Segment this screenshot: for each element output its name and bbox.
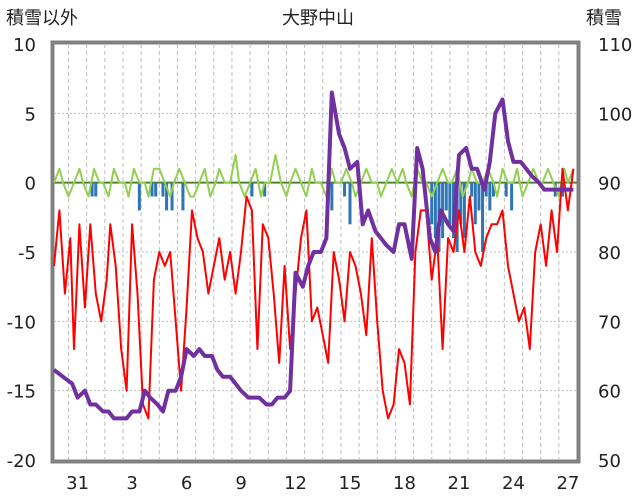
precipitation-bar [170, 182, 174, 211]
left-tick-label: 10 [13, 35, 36, 56]
left-tick-label: -15 [7, 382, 36, 403]
precipitation-bar [491, 182, 495, 197]
x-tick-label: 27 [556, 473, 579, 494]
x-tick-label: 24 [502, 473, 525, 494]
precipitation-bar [150, 182, 154, 197]
precipitation-bar [161, 182, 165, 197]
left-axis: 10 5 0 -5 -10 -15 -20 [7, 35, 36, 472]
x-tick-label: 12 [284, 473, 307, 494]
precipitation-bar [510, 182, 514, 211]
x-axis: 31 3 6 9 12 15 18 21 24 27 [66, 473, 579, 494]
x-tick-label: 21 [448, 473, 471, 494]
precipitation-bar [90, 182, 94, 197]
right-tick-label: 80 [598, 243, 621, 264]
right-tick-label: 60 [598, 382, 621, 403]
x-tick-label: 6 [181, 473, 192, 494]
left-tick-label: 0 [25, 174, 36, 195]
precipitation-bar [504, 182, 508, 197]
precipitation-bar [330, 182, 334, 211]
snow-depth-line [52, 90, 574, 421]
right-tick-label: 110 [598, 35, 632, 56]
left-axis-label: 積雪以外 [6, 8, 78, 29]
right-tick-label: 70 [598, 312, 621, 333]
precipitation-bar [263, 182, 267, 197]
precipitation-bar [250, 182, 254, 197]
right-tick-label: 50 [598, 451, 621, 472]
precipitation-bar [348, 182, 352, 225]
precipitation-bar [448, 182, 452, 225]
precipitation-bar [181, 182, 185, 211]
right-axis: 110 100 90 80 70 60 50 [598, 35, 632, 472]
precipitation-bar [477, 182, 481, 211]
precipitation-bar [430, 182, 434, 225]
precipitation-bar [459, 182, 463, 225]
precipitation-bar [154, 182, 158, 197]
precipitation-bar [473, 182, 477, 225]
right-axis-label: 積雪 [586, 8, 622, 29]
x-tick-label: 3 [126, 473, 137, 494]
precipitation-bar [470, 182, 474, 197]
x-tick-label: 9 [235, 473, 246, 494]
right-tick-label: 90 [598, 174, 621, 195]
x-tick-label: 18 [393, 473, 416, 494]
left-tick-label: -10 [7, 312, 36, 333]
temperature-line [53, 167, 575, 420]
chart-title: 大野中山 [282, 8, 354, 29]
left-tick-label: -5 [18, 243, 36, 264]
precipitation-bar [444, 182, 448, 211]
precipitation-bar [433, 182, 437, 239]
left-tick-label: 5 [25, 104, 36, 125]
series-marks [52, 90, 575, 421]
precipitation-bar [343, 182, 347, 197]
precipitation-bar [94, 182, 98, 197]
precipitation-bar [488, 182, 492, 211]
precipitation-bar [462, 182, 466, 239]
precipitation-bar [165, 182, 169, 211]
x-tick-label: 31 [66, 473, 89, 494]
x-tick-label: 15 [339, 473, 362, 494]
left-tick-label: -20 [7, 451, 36, 472]
precipitation-bar [137, 182, 141, 211]
right-tick-label: 100 [598, 104, 632, 125]
precipitation-bar [481, 182, 485, 252]
